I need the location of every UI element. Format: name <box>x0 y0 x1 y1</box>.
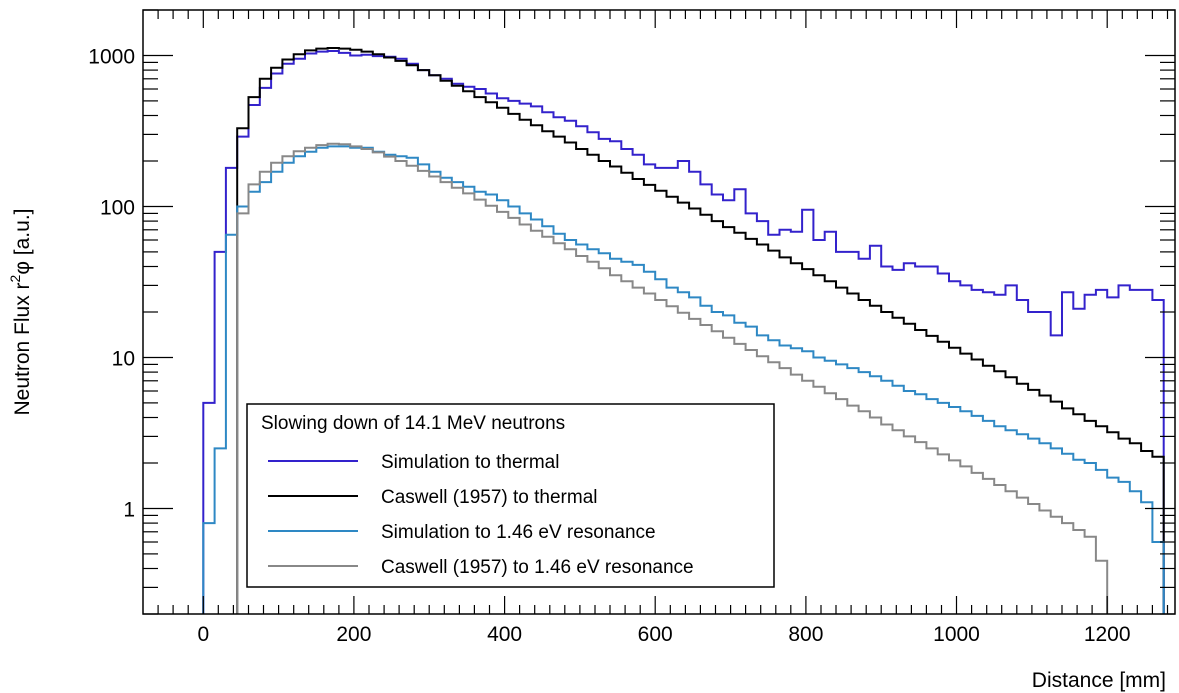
x-axis-label: Distance [mm] <box>1032 669 1166 692</box>
x-tick-label: 1200 <box>1084 623 1131 646</box>
y-axis-label-part: φ [a.u.] <box>11 209 34 275</box>
legend-entries: Simulation to thermal Caswell (1957) to t… <box>268 452 694 578</box>
series-line-2 <box>236 47 1165 614</box>
y-axis-label: Neutron Flux r2φ [a.u.] <box>7 209 34 416</box>
legend-label: Simulation to 1.46 eV resonance <box>381 522 656 543</box>
y-tick-label: 100 <box>100 197 135 220</box>
y-tick-label: 10 <box>112 348 135 371</box>
legend-title: Slowing down of 14.1 MeV neutrons <box>261 413 565 434</box>
legend-label: Simulation to thermal <box>381 452 559 473</box>
y-tick-label: 1000 <box>88 46 135 69</box>
x-tick-label: 200 <box>336 623 371 646</box>
x-tick-label: 600 <box>638 623 673 646</box>
legend-label: Caswell (1957) to thermal <box>381 487 597 508</box>
x-tick-label: 800 <box>788 623 823 646</box>
x-tick-label: 0 <box>197 623 209 646</box>
series-line-1 <box>202 50 1165 614</box>
y-axis-label-part: Neutron Flux r <box>11 282 34 415</box>
legend-label: Caswell (1957) to 1.46 eV resonance <box>381 557 694 578</box>
y-tick-label: 1 <box>123 499 135 522</box>
axis-layer: 0 200 400 600 800 1000 1200 1 10 100 1000 <box>88 9 1175 646</box>
x-tick-label: 400 <box>487 623 522 646</box>
legend: Slowing down of 14.1 MeV neutrons Simula… <box>246 403 775 588</box>
x-tick-label: 1000 <box>933 623 980 646</box>
series-line-4 <box>236 142 1109 614</box>
series-layer <box>202 47 1165 614</box>
y-axis-label-superscript: 2 <box>7 274 23 282</box>
